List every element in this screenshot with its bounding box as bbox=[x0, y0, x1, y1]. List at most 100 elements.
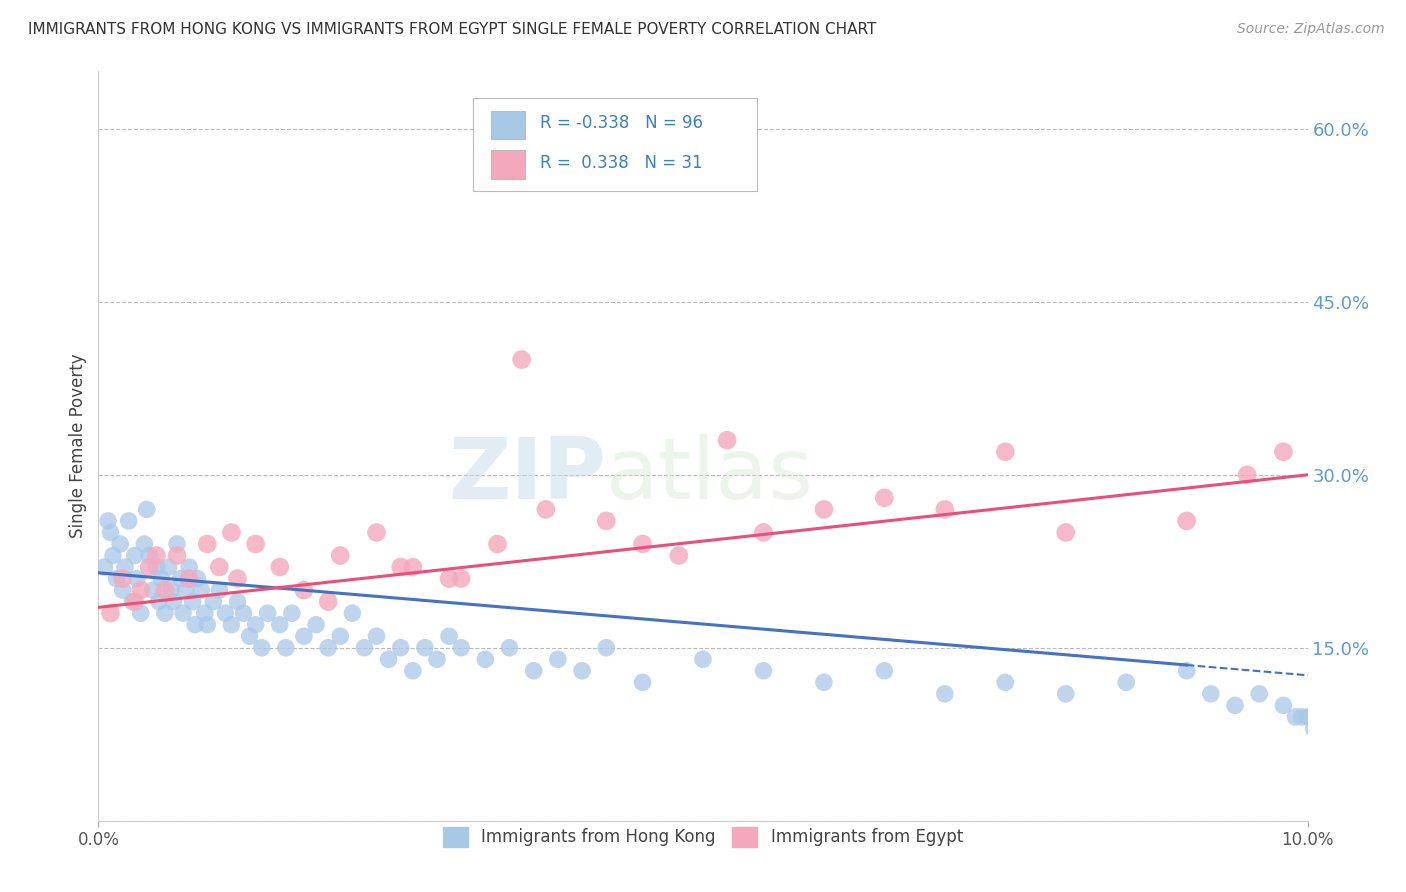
Point bbox=[510, 352, 533, 367]
Point bbox=[1175, 514, 1198, 528]
Point bbox=[145, 549, 167, 563]
Point bbox=[221, 525, 243, 540]
Y-axis label: Single Female Poverty: Single Female Poverty bbox=[69, 354, 87, 538]
Point bbox=[232, 606, 254, 620]
Point bbox=[166, 537, 188, 551]
Point bbox=[595, 514, 617, 528]
Point bbox=[1351, 744, 1374, 758]
Point bbox=[135, 502, 157, 516]
FancyBboxPatch shape bbox=[492, 151, 526, 179]
Point bbox=[498, 640, 520, 655]
Text: R = -0.338   N = 96: R = -0.338 N = 96 bbox=[540, 114, 703, 132]
Point bbox=[142, 583, 165, 598]
Point bbox=[245, 537, 267, 551]
Point bbox=[281, 606, 304, 620]
Point bbox=[1223, 698, 1246, 713]
Point bbox=[194, 606, 217, 620]
Point bbox=[100, 606, 122, 620]
Point bbox=[1199, 687, 1222, 701]
Point bbox=[292, 629, 315, 643]
Point bbox=[105, 572, 128, 586]
Point bbox=[631, 675, 654, 690]
Point bbox=[934, 687, 956, 701]
Text: IMMIGRANTS FROM HONG KONG VS IMMIGRANTS FROM EGYPT SINGLE FEMALE POVERTY CORRELA: IMMIGRANTS FROM HONG KONG VS IMMIGRANTS … bbox=[28, 22, 876, 37]
Point bbox=[93, 560, 115, 574]
Point bbox=[292, 583, 315, 598]
Point bbox=[208, 583, 231, 598]
Point bbox=[402, 664, 425, 678]
Point bbox=[329, 549, 352, 563]
Point bbox=[1054, 525, 1077, 540]
Point bbox=[190, 583, 212, 598]
Point bbox=[138, 549, 160, 563]
Point bbox=[752, 525, 775, 540]
Point bbox=[195, 537, 218, 551]
Point bbox=[1236, 467, 1258, 482]
Point bbox=[547, 652, 569, 666]
Point bbox=[153, 583, 176, 598]
Point bbox=[1369, 744, 1392, 758]
Point bbox=[124, 549, 146, 563]
Point bbox=[174, 583, 197, 598]
Point bbox=[157, 560, 180, 574]
Point bbox=[366, 525, 388, 540]
Point bbox=[571, 664, 593, 678]
Point bbox=[187, 572, 209, 586]
Point bbox=[1115, 675, 1137, 690]
Point bbox=[239, 629, 262, 643]
Point bbox=[994, 675, 1017, 690]
FancyBboxPatch shape bbox=[474, 97, 758, 191]
Point bbox=[1339, 733, 1361, 747]
Point bbox=[716, 434, 738, 448]
Point bbox=[1272, 444, 1295, 458]
Point bbox=[1054, 687, 1077, 701]
FancyBboxPatch shape bbox=[492, 111, 526, 139]
Point bbox=[124, 594, 146, 608]
Point bbox=[169, 572, 191, 586]
Point bbox=[195, 617, 218, 632]
Point bbox=[353, 640, 375, 655]
Point bbox=[1302, 722, 1324, 736]
Point bbox=[486, 537, 509, 551]
Point bbox=[1320, 733, 1343, 747]
Point bbox=[118, 514, 141, 528]
Point bbox=[134, 537, 156, 551]
Point bbox=[316, 640, 339, 655]
Point bbox=[402, 560, 425, 574]
Point bbox=[752, 664, 775, 678]
Point bbox=[1309, 722, 1331, 736]
Point bbox=[245, 617, 267, 632]
Point bbox=[214, 606, 236, 620]
Point bbox=[1357, 744, 1379, 758]
Point bbox=[172, 606, 194, 620]
Point bbox=[813, 675, 835, 690]
Point bbox=[413, 640, 436, 655]
Point bbox=[523, 664, 546, 678]
Point bbox=[162, 594, 184, 608]
Point bbox=[226, 572, 249, 586]
Point bbox=[179, 560, 201, 574]
Point bbox=[474, 652, 496, 666]
Point bbox=[1315, 722, 1337, 736]
Point bbox=[1291, 710, 1313, 724]
Point bbox=[366, 629, 388, 643]
Point bbox=[668, 549, 690, 563]
Point bbox=[202, 594, 225, 608]
Point bbox=[114, 560, 136, 574]
Point bbox=[150, 572, 173, 586]
Point bbox=[329, 629, 352, 643]
Point bbox=[148, 594, 170, 608]
Point bbox=[1249, 687, 1271, 701]
Point bbox=[426, 652, 449, 666]
Point bbox=[153, 606, 176, 620]
Point bbox=[179, 572, 201, 586]
Point bbox=[181, 594, 204, 608]
Point bbox=[111, 583, 134, 598]
Point bbox=[129, 583, 152, 598]
Point bbox=[97, 514, 120, 528]
Point bbox=[138, 560, 160, 574]
Point bbox=[437, 572, 460, 586]
Point bbox=[101, 549, 124, 563]
Point bbox=[108, 537, 131, 551]
Point bbox=[1333, 722, 1355, 736]
